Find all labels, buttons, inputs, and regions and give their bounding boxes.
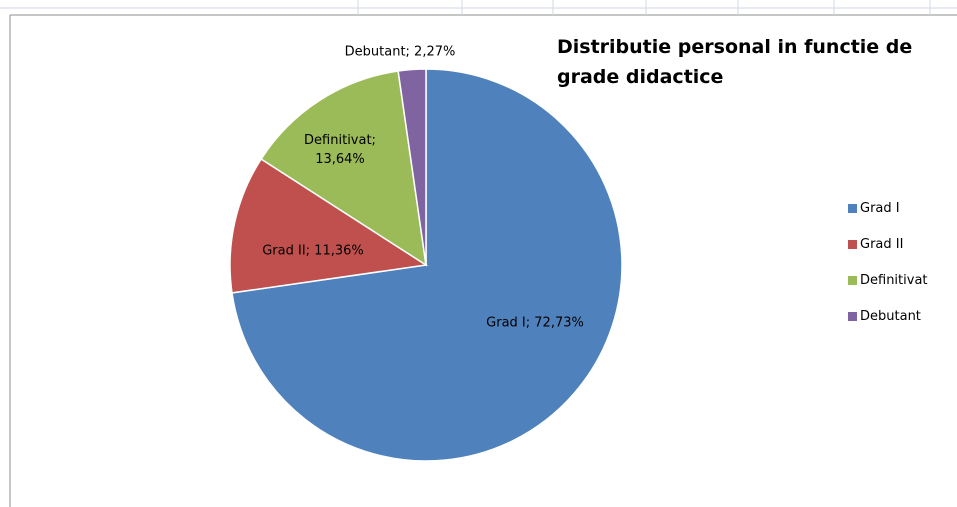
legend-label: Grad II: [860, 237, 904, 252]
data-label: Debutant; 2,27%: [344, 44, 456, 60]
data-label: Grad II; 11,36%: [262, 243, 364, 259]
legend-label: Debutant: [860, 309, 921, 324]
legend-swatch: [848, 240, 857, 249]
legend-swatch: [848, 276, 857, 285]
chart-title: Distributie personal in functie de grade…: [557, 36, 913, 88]
legend-swatch: [848, 204, 857, 213]
legend-item: Definitivat: [848, 273, 928, 288]
pie-slice: [397, 68, 427, 266]
legend-swatch: [848, 312, 857, 321]
legend-item: Debutant: [848, 309, 921, 324]
legend-label: Definitivat: [860, 273, 928, 288]
legend-item: Grad II: [848, 237, 903, 252]
data-label: Grad I; 72,73%: [486, 315, 584, 331]
pie: [229, 68, 623, 462]
pie-slice: [260, 70, 427, 267]
legend-item: Grad I: [848, 201, 900, 216]
pie-slice: [229, 158, 429, 294]
data-label: Definitivat; 13,64%: [304, 133, 376, 167]
legend-label: Grad I: [860, 201, 900, 216]
